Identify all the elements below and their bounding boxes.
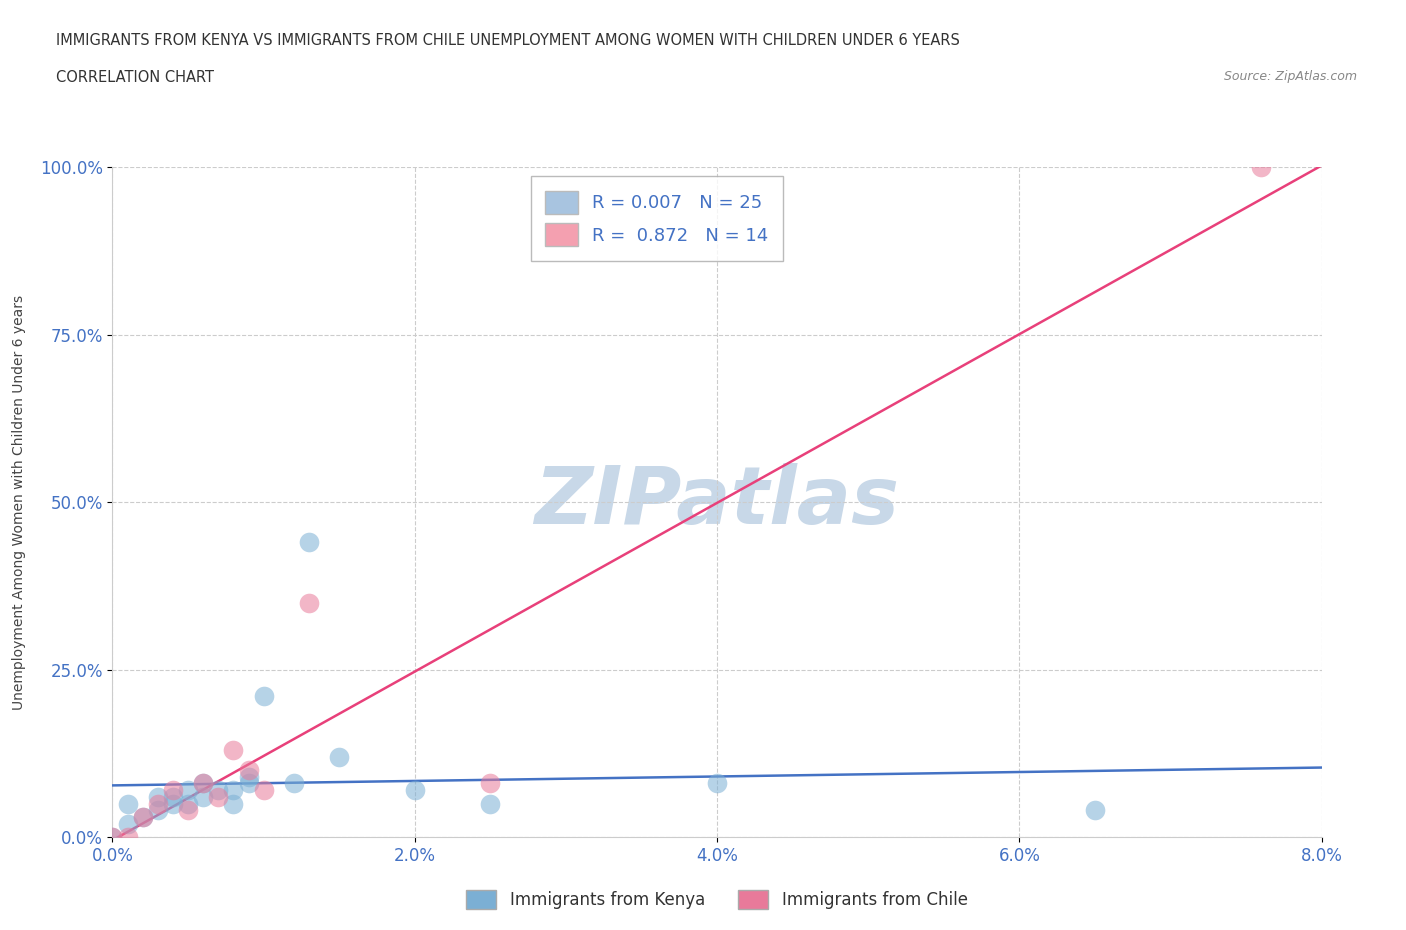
Point xyxy=(162,790,184,804)
Point xyxy=(706,776,728,790)
Point xyxy=(298,595,321,610)
Point xyxy=(162,796,184,811)
Point xyxy=(191,776,215,790)
Point xyxy=(101,830,124,844)
Point xyxy=(479,776,502,790)
Point xyxy=(222,742,245,757)
Point xyxy=(132,809,155,824)
Point xyxy=(177,783,200,798)
Point xyxy=(177,803,200,817)
Point xyxy=(222,796,245,811)
Point xyxy=(146,796,169,811)
Point xyxy=(207,790,229,804)
Point xyxy=(1084,803,1107,817)
Text: ZIPatlas: ZIPatlas xyxy=(534,463,900,541)
Point xyxy=(191,776,215,790)
Point xyxy=(283,776,305,790)
Legend: Immigrants from Kenya, Immigrants from Chile: Immigrants from Kenya, Immigrants from C… xyxy=(460,884,974,916)
Point xyxy=(132,809,155,824)
Point xyxy=(146,803,169,817)
Point xyxy=(177,796,200,811)
Point xyxy=(238,763,260,777)
Point xyxy=(238,769,260,784)
Point xyxy=(479,796,502,811)
Point xyxy=(298,535,321,550)
Point xyxy=(117,830,139,844)
Point xyxy=(117,796,139,811)
Point xyxy=(222,783,245,798)
Point xyxy=(404,783,426,798)
Point xyxy=(146,790,169,804)
Point xyxy=(101,830,124,844)
Point xyxy=(253,689,276,704)
Point xyxy=(162,783,184,798)
Point xyxy=(207,783,229,798)
Text: Source: ZipAtlas.com: Source: ZipAtlas.com xyxy=(1223,70,1357,83)
Point xyxy=(253,783,276,798)
Point xyxy=(117,817,139,831)
Text: IMMIGRANTS FROM KENYA VS IMMIGRANTS FROM CHILE UNEMPLOYMENT AMONG WOMEN WITH CHI: IMMIGRANTS FROM KENYA VS IMMIGRANTS FROM… xyxy=(56,33,960,47)
Point xyxy=(1250,160,1272,175)
Y-axis label: Unemployment Among Women with Children Under 6 years: Unemployment Among Women with Children U… xyxy=(11,295,25,710)
Point xyxy=(238,776,260,790)
Point xyxy=(191,790,215,804)
Text: CORRELATION CHART: CORRELATION CHART xyxy=(56,70,214,85)
Point xyxy=(328,750,350,764)
